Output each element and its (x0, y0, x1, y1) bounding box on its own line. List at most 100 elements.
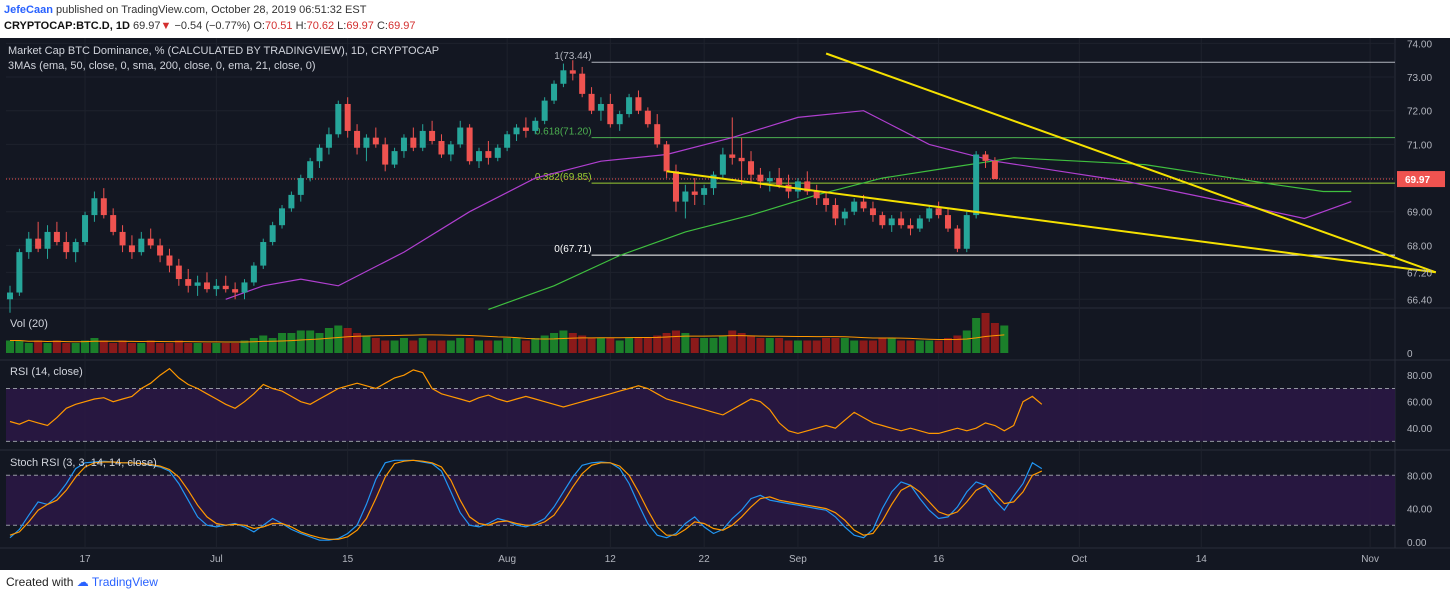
rsi-tick-label: 40.00 (1407, 424, 1432, 435)
ema-50-line (488, 157, 1352, 310)
candle-body (382, 144, 389, 165)
volume-bar (221, 343, 230, 353)
pane-labels: Market Cap BTC Dominance, % (CALCULATED … (8, 45, 439, 469)
volume-bar (634, 338, 643, 353)
candle-body (260, 242, 267, 266)
candle-body (213, 285, 220, 290)
date-tick-label: Jul (210, 554, 223, 565)
candle-body (551, 83, 558, 101)
candle-body (175, 265, 182, 280)
candle-body (579, 73, 586, 94)
date-tick-label: Sep (789, 554, 807, 565)
low-label: L: (337, 20, 347, 32)
volume-bar (484, 340, 493, 353)
price-tick-label: 66.40 (1407, 295, 1432, 306)
open-value: 70.51 (264, 20, 293, 32)
chart-canvas[interactable]: 1(73.44) 0.618(71.20) 0.382(69.85) 0(67.71)… (0, 38, 1450, 570)
publish-info: published on TradingView.com, October 28… (55, 4, 367, 16)
volume-bar (315, 333, 324, 353)
candle-body (335, 103, 342, 135)
author-link[interactable]: JefeCaan (4, 4, 53, 16)
volume-bar (353, 333, 362, 353)
volume-tick-label: 0 (1407, 349, 1413, 360)
candle-body (185, 279, 192, 286)
volume-bar (925, 340, 934, 353)
candle-body (157, 245, 164, 256)
date-tick-label: Nov (1361, 554, 1379, 565)
candle-body (907, 225, 914, 229)
candle-body (194, 282, 201, 286)
candle-body (110, 215, 117, 232)
stoch-tick-label: 80.00 (1407, 471, 1432, 482)
publish-line: JefeCaan published on TradingView.com, O… (4, 2, 415, 18)
candle-body (963, 215, 970, 249)
price-tick-label: 71.00 (1407, 140, 1432, 151)
volume-bar (868, 340, 877, 353)
volume-bar (15, 340, 24, 353)
volume-bar (718, 335, 727, 353)
rsi-label: RSI (14, close) (10, 366, 83, 378)
volume-bar (812, 340, 821, 353)
volume-bar (681, 333, 690, 353)
candle-body (860, 201, 867, 209)
candle-body (682, 191, 689, 202)
fib-level-label: 0.618(71.20) (535, 127, 592, 138)
volume-bar (653, 335, 662, 353)
stoch-d-line (9, 459, 1043, 540)
candle-body (222, 285, 229, 290)
candle-body (400, 137, 407, 152)
last-price-tag (1397, 171, 1445, 188)
volume-bar (6, 340, 14, 353)
volume-bar (90, 338, 99, 353)
volume-bar (278, 333, 287, 353)
candle-body (91, 198, 98, 216)
volume-bar (493, 340, 502, 353)
volume-bar (409, 340, 418, 353)
open-label: O: (253, 20, 265, 32)
volume-bar (475, 340, 483, 353)
candle-body (832, 204, 839, 219)
candle-body (954, 228, 961, 249)
candle-body (363, 137, 370, 148)
price-pane[interactable]: 1(73.44) 0.618(71.20) 0.382(69.85) 0(67.71) (6, 51, 1437, 313)
candle-body (672, 171, 679, 202)
candle-body (513, 127, 520, 135)
volume-bar (662, 333, 671, 353)
volume-bar (747, 335, 756, 353)
volume-bar (287, 333, 296, 353)
candle-body (44, 231, 51, 249)
price-tick-label: 69.00 (1407, 208, 1432, 219)
volume-bar (24, 343, 33, 353)
volume-bar (390, 340, 399, 353)
date-tick-label: Aug (498, 554, 516, 565)
volume-bar (118, 340, 127, 353)
volume-bar (709, 338, 718, 353)
candle-body (560, 70, 567, 84)
volume-bar (62, 343, 71, 353)
volume-bar (174, 340, 183, 353)
price-tick-label: 74.00 (1407, 39, 1432, 50)
candle-body (25, 238, 32, 253)
volume-bar (71, 343, 80, 353)
price-tick-label: 68.00 (1407, 241, 1432, 252)
candle-body (429, 130, 436, 142)
candle-body (7, 292, 13, 300)
candle-body (269, 225, 276, 243)
stoch-k-line (9, 459, 1043, 541)
candle-body (982, 154, 989, 161)
created-with-label: Created with (6, 575, 74, 589)
volume-bar (465, 338, 474, 353)
candle-body (710, 174, 717, 189)
volume-bar (831, 338, 840, 353)
volume-bar (437, 340, 446, 353)
date-tick-label: 15 (342, 554, 354, 565)
volume-pane (6, 313, 1009, 353)
candle-body (991, 160, 998, 180)
volume-bar (756, 338, 765, 353)
tradingview-logo-icon: ☁ (76, 575, 89, 589)
stoch-tick-label: 40.00 (1407, 505, 1432, 516)
volume-bar (784, 340, 793, 353)
high-label: H: (295, 20, 307, 32)
candle-body (616, 114, 623, 125)
tradingview-brand-link[interactable]: TradingView (91, 575, 158, 589)
